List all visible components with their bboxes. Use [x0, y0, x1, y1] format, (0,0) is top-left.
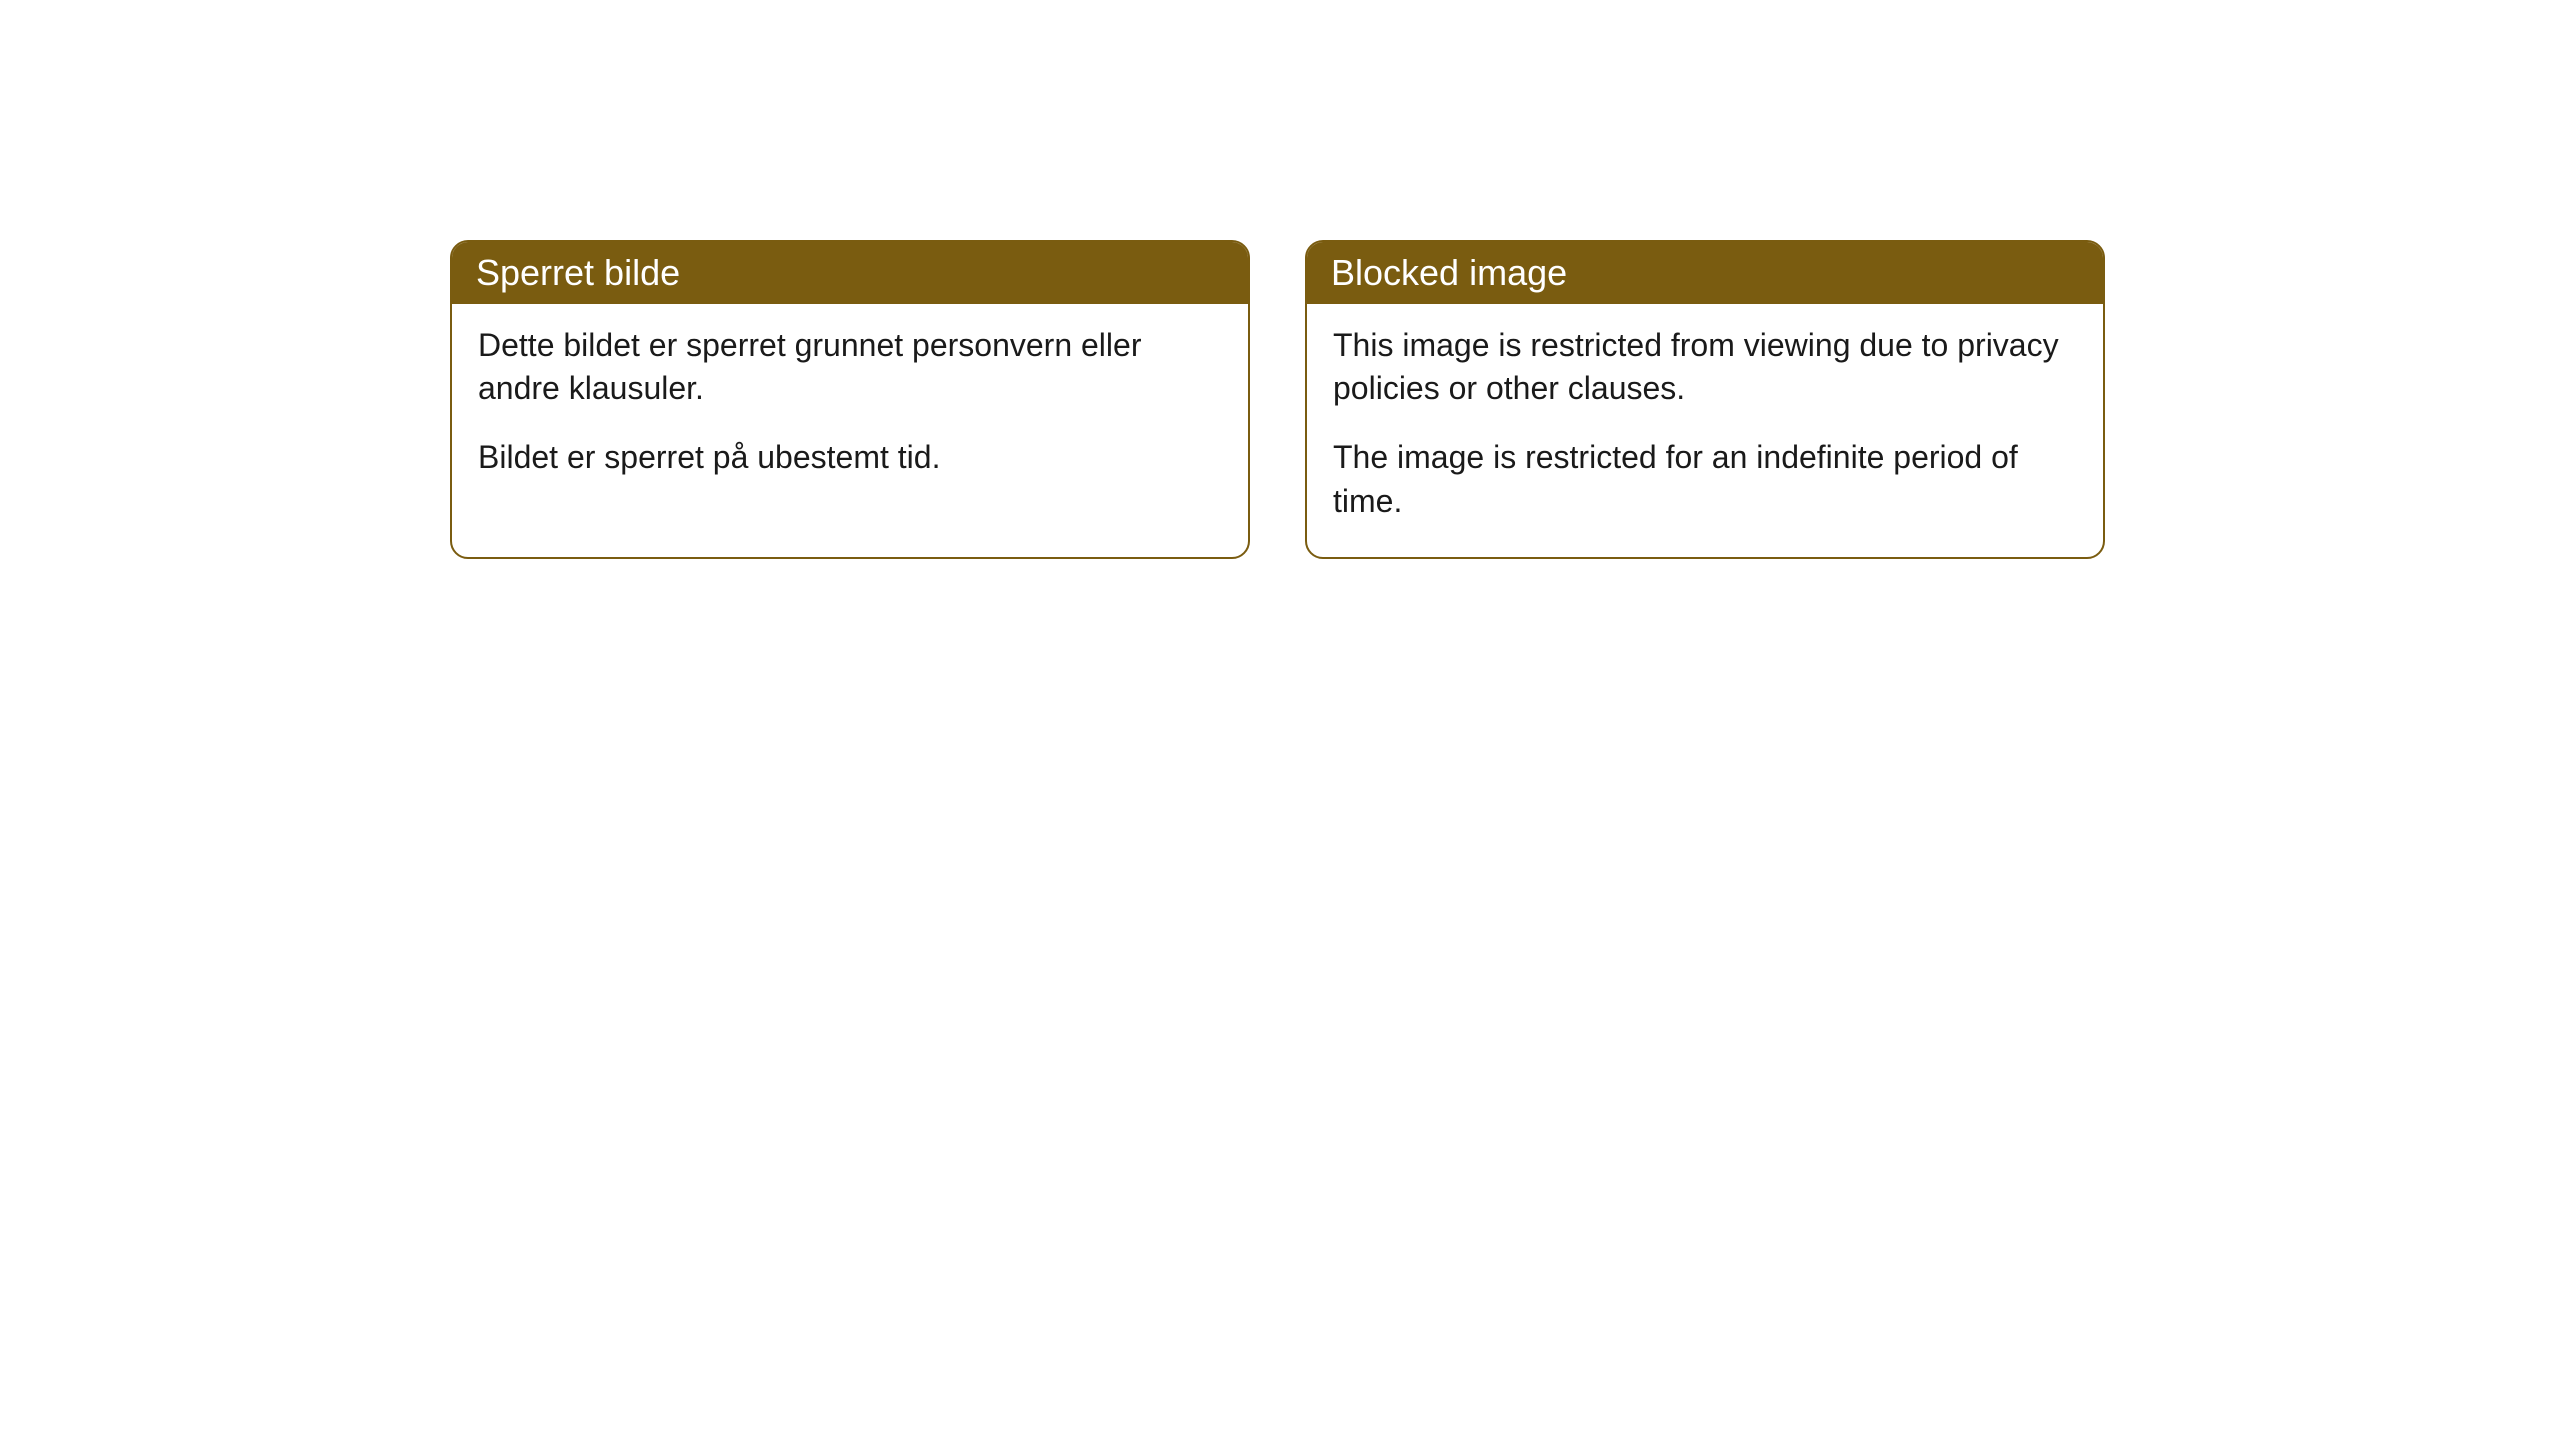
- blocked-image-card-en: Blocked image This image is restricted f…: [1305, 240, 2105, 559]
- card-paragraph-no-2: Bildet er sperret på ubestemt tid.: [478, 436, 1222, 479]
- blocked-image-card-no: Sperret bilde Dette bildet er sperret gr…: [450, 240, 1250, 559]
- card-body-no: Dette bildet er sperret grunnet personve…: [452, 304, 1248, 514]
- card-title-no: Sperret bilde: [476, 252, 680, 293]
- card-paragraph-en-1: This image is restricted from viewing du…: [1333, 324, 2077, 410]
- card-paragraph-no-1: Dette bildet er sperret grunnet personve…: [478, 324, 1222, 410]
- card-title-en: Blocked image: [1331, 252, 1567, 293]
- card-paragraph-en-2: The image is restricted for an indefinit…: [1333, 436, 2077, 522]
- card-header-no: Sperret bilde: [452, 242, 1248, 304]
- card-body-en: This image is restricted from viewing du…: [1307, 304, 2103, 557]
- notice-cards-container: Sperret bilde Dette bildet er sperret gr…: [450, 240, 2560, 559]
- card-header-en: Blocked image: [1307, 242, 2103, 304]
